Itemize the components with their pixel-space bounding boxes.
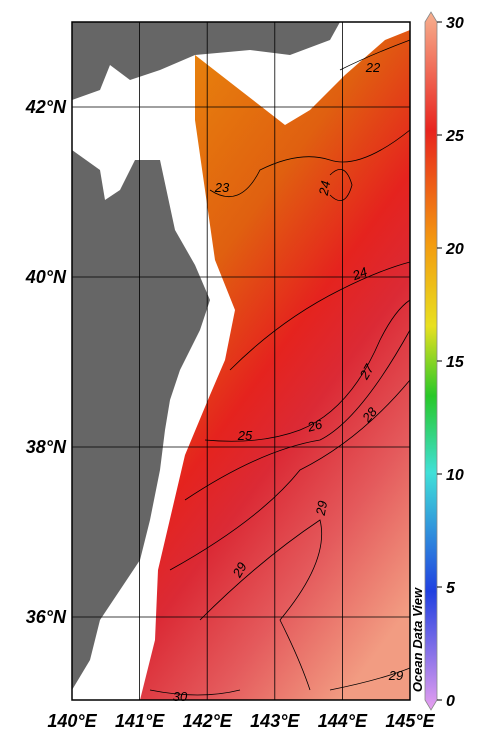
contour-line xyxy=(169,379,411,571)
lat-label: 36°N xyxy=(26,607,67,627)
colorbar-label: 25 xyxy=(445,128,465,145)
lon-label: 143°E xyxy=(250,711,300,731)
lat-label: 38°N xyxy=(26,437,67,457)
lat-label: 42°N xyxy=(25,97,67,117)
colorbar-label: 20 xyxy=(445,241,464,258)
contour-label: 29 xyxy=(313,499,330,517)
colorbar-label: 10 xyxy=(446,467,464,484)
lat-label: 40°N xyxy=(25,267,67,287)
contour-line xyxy=(329,667,411,691)
contour-line xyxy=(209,129,411,198)
contour-line xyxy=(329,168,353,202)
contour-line xyxy=(149,689,241,696)
land xyxy=(72,22,340,100)
contour-line xyxy=(204,299,411,442)
contour-line xyxy=(199,519,323,691)
map-area xyxy=(72,22,411,700)
contours xyxy=(149,39,411,696)
contour-label: 26 xyxy=(305,416,325,435)
lon-label: 145°E xyxy=(385,711,435,731)
contour-label: 24 xyxy=(316,179,333,197)
contour-label: 23 xyxy=(214,180,230,195)
watermark: Ocean Data View xyxy=(410,587,425,692)
colorbar xyxy=(424,11,438,711)
colorbar-label: 15 xyxy=(446,354,465,371)
lon-label: 140°E xyxy=(47,711,97,731)
contour-line xyxy=(184,329,411,501)
colorbar-label: 0 xyxy=(446,693,455,710)
contour-label: 27 xyxy=(356,361,377,383)
colorbar-label: 30 xyxy=(446,15,464,32)
lon-label: 141°E xyxy=(115,711,165,731)
colorbar-label: 5 xyxy=(446,580,456,597)
contour-label: 29 xyxy=(388,668,403,683)
map-frame xyxy=(71,21,411,701)
contour-line xyxy=(339,39,411,71)
contour-label: 25 xyxy=(237,428,253,443)
lon-label: 142°E xyxy=(183,711,233,731)
contour-line xyxy=(229,261,411,371)
contour-label: 22 xyxy=(365,60,381,75)
contour-label: 30 xyxy=(173,689,188,704)
contour-label: 24 xyxy=(350,264,370,283)
land xyxy=(72,150,210,690)
lon-label: 144°E xyxy=(318,711,368,731)
contour-label: 29 xyxy=(229,560,250,581)
